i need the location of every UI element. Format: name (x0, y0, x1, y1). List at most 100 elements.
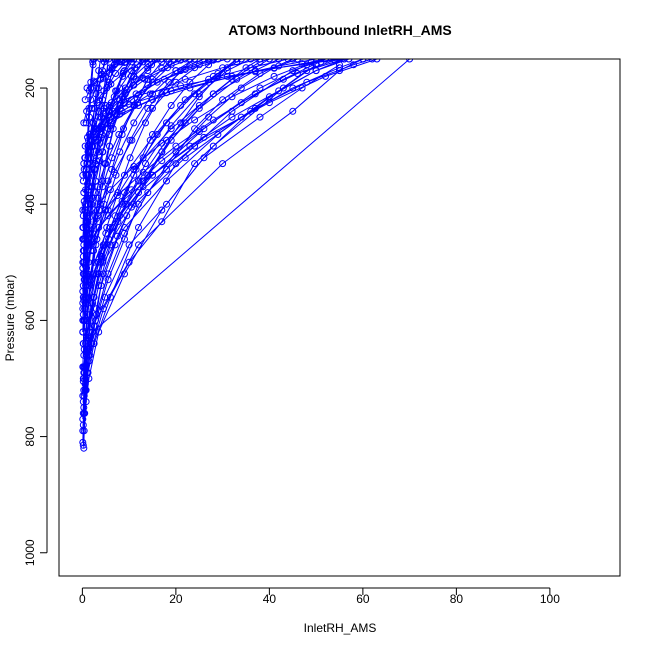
y-tick-label: 800 (23, 426, 37, 446)
data-point (200, 154, 208, 162)
data-point (126, 154, 134, 162)
data-point (92, 215, 100, 223)
data-point (128, 186, 135, 194)
data-point (125, 258, 133, 266)
data-point (270, 72, 278, 80)
data-point (81, 305, 89, 313)
series-62 (82, 59, 154, 127)
data-point (139, 154, 147, 162)
data-point (99, 241, 107, 249)
data-point (80, 316, 88, 324)
data-point (177, 82, 185, 90)
data-point (79, 392, 87, 400)
data-point (80, 351, 88, 359)
data-point (167, 102, 175, 109)
data-point (228, 113, 236, 121)
series-line (86, 59, 134, 89)
data-point (95, 102, 103, 109)
data-point (130, 59, 138, 63)
data-point (99, 305, 107, 313)
data-point (102, 119, 110, 127)
data-point (95, 224, 103, 231)
data-point (80, 160, 88, 168)
data-point (345, 59, 353, 63)
data-point (322, 59, 329, 63)
data-point (151, 59, 159, 63)
data-point (92, 125, 100, 133)
x-tick-label: 100 (540, 592, 560, 606)
series-line (84, 59, 373, 298)
series-line (82, 59, 279, 286)
x-tick-label: 80 (450, 592, 464, 606)
data-point (158, 64, 166, 72)
data-point (350, 61, 357, 69)
data-point (256, 59, 264, 66)
data-point (163, 89, 170, 97)
data-point (270, 64, 278, 72)
data-point (308, 59, 315, 66)
data-point (106, 107, 113, 115)
data-point (153, 78, 161, 86)
data-point (181, 66, 189, 73)
data-point (82, 282, 90, 290)
plot-frame (58, 58, 621, 577)
data-point (191, 160, 199, 168)
data-point (205, 59, 213, 64)
data-point (104, 177, 112, 185)
data-point (89, 59, 97, 66)
data-point (177, 102, 185, 109)
data-point (135, 224, 142, 231)
data-point (83, 84, 91, 92)
data-point (163, 177, 170, 185)
data-point (251, 90, 259, 98)
data-point (228, 93, 236, 101)
data-point (181, 154, 189, 162)
series-line (83, 59, 128, 124)
data-point (79, 328, 87, 336)
data-point (117, 90, 125, 98)
data-point (103, 84, 111, 92)
data-point (79, 258, 87, 266)
data-point (118, 197, 126, 205)
data-point (130, 119, 138, 127)
data-point (98, 70, 106, 78)
data-point (209, 59, 217, 63)
data-point (289, 59, 297, 63)
data-point (101, 59, 109, 63)
data-point (85, 131, 93, 138)
data-point (331, 59, 339, 64)
data-point (158, 139, 166, 147)
data-point (89, 59, 97, 63)
series-58 (92, 59, 320, 133)
data-point (191, 59, 199, 63)
data-point (122, 86, 130, 94)
data-point (114, 59, 122, 63)
data-point (80, 235, 88, 243)
data-point (160, 75, 168, 83)
data-point (123, 212, 131, 220)
data-point (139, 74, 147, 82)
series-61 (85, 59, 189, 138)
data-point (181, 96, 189, 104)
data-point (116, 59, 124, 66)
series-66 (79, 59, 329, 231)
data-point (108, 64, 116, 72)
data-point (373, 59, 381, 63)
data-point (340, 59, 348, 63)
data-point (96, 157, 104, 165)
data-point (153, 131, 161, 138)
data-point (191, 64, 199, 72)
data-point (79, 206, 87, 214)
data-point (130, 72, 138, 80)
data-point (170, 59, 177, 63)
data-point (181, 59, 189, 63)
data-point (209, 142, 217, 150)
series-line (82, 59, 251, 379)
x-axis-label: InletRH_AMS (304, 621, 377, 635)
data-point (81, 142, 89, 150)
data-point (125, 241, 133, 249)
series-line (91, 59, 289, 141)
data-point (406, 59, 414, 63)
x-tick-label: 20 (169, 592, 183, 606)
